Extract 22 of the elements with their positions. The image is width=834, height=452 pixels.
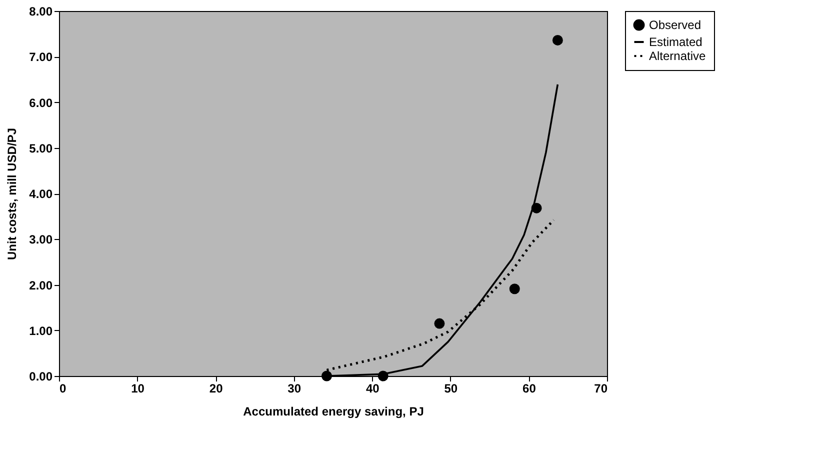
- y-tick-label: 8.00: [29, 4, 53, 18]
- y-tick-label: 7.00: [29, 50, 53, 64]
- x-tick-label: 0: [60, 382, 66, 396]
- legend-label: Alternative: [649, 49, 706, 63]
- x-tick-label: 30: [288, 382, 302, 396]
- y-tick-label: 6.00: [29, 96, 53, 110]
- y-tick-label: 4.00: [29, 187, 53, 201]
- x-tick-label: 40: [366, 382, 380, 396]
- legend-label: Observed: [649, 18, 702, 32]
- x-axis-title: Accumulated energy saving, PJ: [243, 404, 424, 418]
- legend-label: Estimated: [649, 35, 702, 49]
- y-tick-label: 5.00: [29, 141, 53, 156]
- x-tick-label: 60: [522, 382, 536, 396]
- y-tick-label: 2.00: [29, 278, 53, 292]
- y-tick-label: 1.00: [29, 324, 53, 338]
- x-tick-label: 10: [131, 382, 145, 396]
- y-axis-title: Unit costs, mill USD/PJ: [5, 128, 20, 260]
- x-tick-label: 70: [594, 382, 608, 396]
- y-tick-label: 0.00: [29, 370, 53, 384]
- x-tick-label: 20: [209, 382, 224, 396]
- x-tick-label: 50: [444, 382, 458, 396]
- y-tick-label: 3.00: [29, 232, 53, 247]
